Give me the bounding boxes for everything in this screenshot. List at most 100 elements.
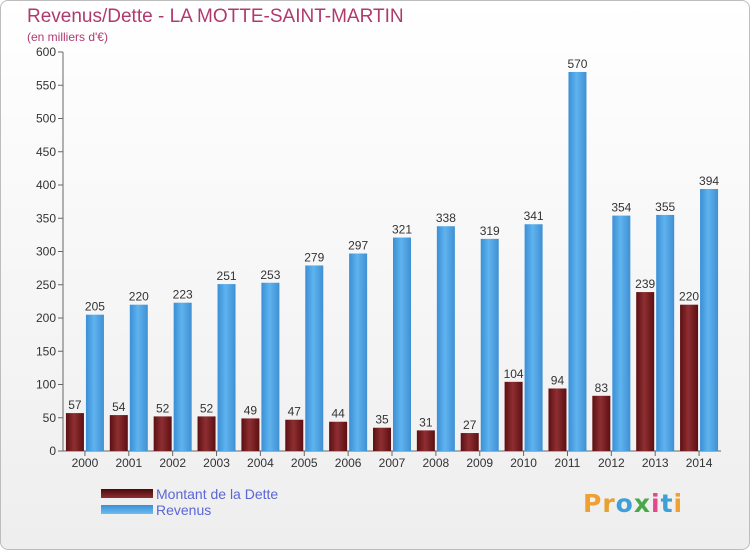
logo-letter: x [633,489,651,518]
y-tick-label: 100 [36,378,56,392]
bar-revenus [612,215,631,451]
chart-title: Revenus/Dette - LA MOTTE-SAINT-MARTIN [27,6,404,27]
data-label-debt: 44 [331,407,345,421]
x-tick-label: 2001 [115,456,142,470]
bar-debt [636,292,655,451]
data-label-revenus: 319 [480,224,500,238]
data-labels: 57 205 54 220 52 223 52 251 49 253 47 279 44 297 35 321… [68,57,719,432]
x-tick-label: 2006 [335,456,362,470]
data-label-revenus: 253 [260,268,280,282]
data-label-revenus: 321 [392,223,412,237]
data-label-revenus: 205 [85,300,105,314]
bar-revenus [305,265,324,451]
data-label-revenus: 297 [348,238,368,252]
bar-revenus [261,282,280,451]
bar-debt [592,395,611,451]
data-label-debt: 52 [156,401,170,415]
x-tick-label: 2003 [203,456,230,470]
y-tick-label: 500 [36,112,56,126]
x-tick-label: 2014 [686,456,713,470]
y-tick-label: 400 [36,178,56,192]
y-tick-label: 200 [36,311,56,325]
data-label-debt: 239 [635,277,655,291]
data-label-revenus: 570 [567,57,587,71]
y-tick-label: 550 [36,78,56,92]
data-label-debt: 54 [112,400,126,414]
data-label-revenus: 394 [699,174,719,188]
data-label-debt: 47 [288,405,302,419]
data-label-debt: 35 [375,413,389,427]
y-tick-label: 450 [36,145,56,159]
legend-label-debt: Montant de la Dette [156,486,279,502]
y-tick-label: 300 [36,245,56,259]
x-tick-label: 2000 [72,456,99,470]
logo-letter: r [602,489,616,518]
x-tick-label: 2012 [598,456,625,470]
y-tick-label: 350 [36,211,56,225]
bar-debt [680,304,699,451]
logo-letter: i [651,489,661,518]
data-label-revenus: 279 [304,250,324,264]
bar-debt [241,418,260,451]
data-label-revenus: 354 [611,201,631,215]
bar-revenus [349,253,368,451]
x-tick-label: 2004 [247,456,274,470]
bar-revenus [524,224,543,451]
data-label-debt: 52 [200,401,214,415]
data-label-revenus: 338 [436,211,456,225]
bar-debt [416,430,435,451]
data-label-revenus: 251 [217,269,237,283]
bar-debt [548,388,567,451]
y-tick-label: 250 [36,278,56,292]
bar-debt [285,419,304,451]
data-label-debt: 94 [551,373,565,387]
bar-revenus [656,214,675,451]
bar-revenus [393,237,411,451]
bar-revenus [436,226,455,451]
data-label-revenus: 355 [655,200,675,214]
bar-debt [460,433,479,451]
x-tick-label: 2005 [291,456,318,470]
bar-debt [504,381,523,451]
x-tick-label: 2013 [642,456,669,470]
bar-revenus [217,284,236,451]
chart-subtitle: (en milliers d'€) [27,30,108,44]
data-label-revenus: 341 [524,209,544,223]
bar-revenus [85,314,104,451]
x-tick-label: 2008 [423,456,450,470]
logo-letter: i [673,489,684,518]
logo-letter: t [660,489,674,518]
legend-swatch-debt [101,489,153,498]
bar-debt [373,427,391,451]
y-tick-label: 50 [43,411,57,425]
axes: 0 50 100 150 200 250 300 350 400 450 500 550 600 2000… [36,45,721,470]
data-label-revenus: 220 [129,290,149,304]
bar-revenus [173,302,192,451]
bar-debt [329,421,348,451]
data-label-debt: 220 [679,290,699,304]
legend-swatch-revenus [101,505,153,514]
x-tick-label: 2009 [466,456,493,470]
proxiti-logo: Proxiti [583,489,683,518]
data-label-debt: 83 [595,381,609,395]
logo-letter: P [583,489,603,518]
data-label-debt: 27 [463,418,477,432]
data-label-revenus: 223 [173,288,193,302]
bar-debt [197,416,216,451]
logo-letter: o [615,489,634,518]
data-label-debt: 57 [68,398,82,412]
data-label-debt: 49 [244,403,258,417]
x-tick-label: 2010 [510,456,537,470]
bar-debt [65,413,84,451]
bar-debt [153,416,172,451]
bar-revenus [480,238,499,451]
bar-revenus [129,304,148,451]
bar-revenus [568,71,587,451]
data-label-debt: 31 [419,415,433,429]
y-tick-label: 600 [36,45,56,59]
legend-label-revenus: Revenus [156,502,212,518]
data-label-debt: 104 [504,367,524,381]
y-tick-label: 0 [49,444,56,458]
